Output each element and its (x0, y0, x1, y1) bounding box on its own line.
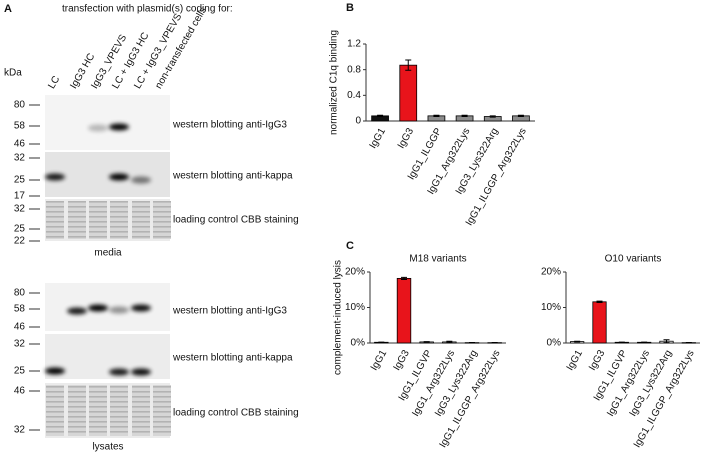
marker-label: 25 (14, 366, 26, 377)
y-tick-label: 0.8 (347, 64, 361, 75)
error-bar (423, 341, 430, 343)
blot-lane (110, 201, 128, 239)
error-bar (461, 114, 468, 118)
blot-lane (89, 201, 107, 239)
panel-label: C (346, 240, 354, 252)
error-bar (517, 114, 524, 118)
y-tick-label: 1.2 (347, 39, 361, 50)
x-tick-label: IgG1 (368, 126, 389, 151)
marker-label: 17 (14, 191, 26, 202)
band (131, 176, 151, 184)
y-tick-label: 20% (541, 267, 561, 278)
blot-lane (132, 385, 150, 436)
blot-lane (68, 201, 86, 239)
panel-label: A (4, 3, 12, 15)
bar (396, 277, 412, 344)
y-tick-label: 0% (547, 338, 562, 349)
band (109, 306, 129, 314)
marker-label: 32 (14, 425, 26, 436)
marker-label: 46 (14, 386, 26, 397)
blot-lane (153, 201, 171, 239)
error-bar (405, 59, 412, 71)
y-axis-label: complement-induced lysis (333, 260, 344, 375)
y-tick-label: 0 (355, 116, 361, 127)
blot (45, 152, 170, 197)
error-bar (663, 339, 670, 344)
marker-label: 25 (14, 175, 26, 186)
marker-label: 22 (14, 236, 26, 247)
x-tick-label: IgG1 (565, 348, 586, 373)
blot-label: western blotting anti-kappa (172, 353, 293, 364)
y-axis-label: normalized C1q binding (329, 30, 340, 135)
x-tick-label: IgG3 (392, 348, 413, 373)
x-tick-label: IgG3 (587, 348, 608, 373)
marker-label: 80 (14, 288, 26, 299)
blot-lane (153, 385, 171, 436)
band (131, 368, 151, 376)
kda-label: kDa (4, 68, 22, 79)
error-bar (401, 276, 407, 280)
group-label: media (94, 248, 122, 259)
bar (399, 64, 418, 122)
blot-lane (110, 385, 128, 436)
blot-label: loading control CBB staining (173, 408, 299, 419)
blot-label: loading control CBB staining (173, 215, 299, 226)
panel-label: B (346, 2, 354, 14)
marker-label: 46 (14, 322, 26, 333)
group-label: lysates (92, 442, 123, 453)
blot-lane (132, 201, 150, 239)
heading: transfection with plasmid(s) coding for: (62, 4, 233, 15)
blot (45, 95, 170, 150)
band (45, 173, 65, 181)
marker-label: 32 (14, 339, 26, 350)
blot-label: western blotting anti-kappa (172, 171, 293, 182)
band (109, 123, 129, 131)
chart-title: O10 variants (605, 254, 662, 265)
marker-label: 46 (14, 139, 26, 150)
blot-label: western blotting anti-IgG3 (172, 120, 287, 131)
marker-label: 32 (14, 204, 26, 215)
band (88, 304, 108, 312)
error-bar (377, 114, 384, 118)
y-tick-label: 0.4 (347, 90, 361, 101)
marker-label: 58 (14, 121, 26, 132)
y-tick-label: 10% (345, 302, 365, 313)
error-bar (596, 300, 603, 304)
lane-label: LC (46, 74, 62, 91)
marker-label: 32 (14, 153, 26, 164)
marker-label: 80 (14, 100, 26, 111)
blot-lane (89, 385, 107, 436)
error-bar (489, 115, 496, 118)
blot-lane (46, 385, 64, 436)
blot-lane (46, 201, 64, 239)
blot-label: western blotting anti-IgG3 (172, 306, 287, 317)
bar (592, 301, 607, 344)
error-bar (574, 340, 581, 343)
chart-title: M18 variants (409, 254, 466, 265)
error-bar (433, 114, 440, 118)
band (109, 173, 129, 181)
error-bar (446, 340, 453, 344)
band (45, 367, 65, 375)
marker-label: 25 (14, 224, 26, 235)
marker-label: 58 (14, 304, 26, 315)
x-tick-label: IgG3 (396, 126, 417, 151)
band (67, 307, 87, 315)
y-tick-label: 20% (345, 267, 365, 278)
y-tick-label: 10% (541, 302, 561, 313)
y-tick-label: 0% (351, 338, 366, 349)
blot-lane (68, 385, 86, 436)
band (109, 368, 129, 376)
x-tick-label: IgG1 (369, 348, 390, 373)
band (88, 124, 108, 132)
band (131, 304, 151, 312)
